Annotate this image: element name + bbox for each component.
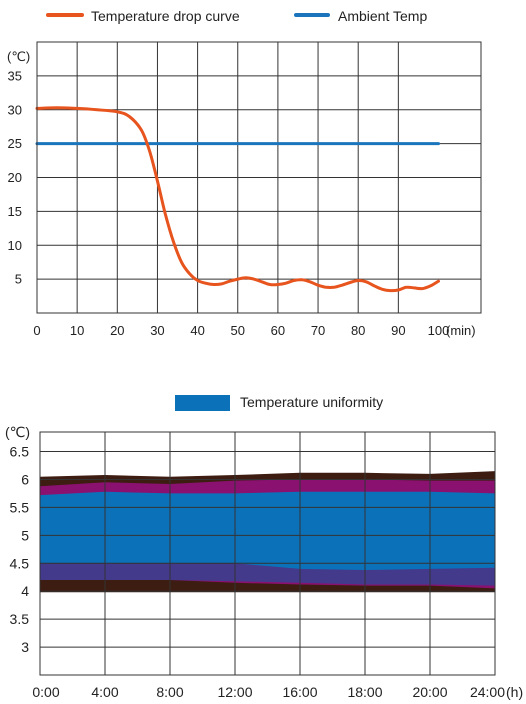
- chart1-x-unit: (min): [446, 323, 476, 338]
- chart1-x-tick-label: 60: [271, 323, 285, 338]
- chart2-grid: [40, 432, 495, 675]
- chart2-y-tick-label: 3.5: [10, 611, 30, 627]
- chart1-y-unit: (℃): [7, 49, 30, 64]
- chart2-legend-label: Temperature uniformity: [240, 394, 383, 410]
- chart2-legend: Temperature uniformity: [175, 394, 383, 411]
- chart1-y-tick-label: 25: [8, 136, 22, 151]
- chart1-x-tick-label: 100: [428, 323, 450, 338]
- chart1-x-tick-label: 70: [311, 323, 325, 338]
- chart2-y-tick-label: 6.5: [10, 444, 30, 460]
- uniformity-band: [40, 491, 495, 570]
- chart1-x-tick-label: 30: [150, 323, 164, 338]
- chart1: Temperature drop curve Ambient Temp (℃) …: [7, 8, 482, 338]
- chart1-y-tick-labels: 5 10 15 20 25 30 35: [8, 68, 22, 286]
- chart1-y-tick-label: 20: [8, 170, 22, 185]
- chart2-y-unit: (℃): [5, 424, 30, 440]
- chart1-y-tick-label: 15: [8, 204, 22, 219]
- chart1-x-tick-label: 50: [231, 323, 245, 338]
- chart2-x-tick-label: 12:00: [217, 684, 252, 700]
- chart1-y-tick-label: 30: [8, 102, 22, 117]
- chart1-x-tick-label: 40: [190, 323, 204, 338]
- chart1-legend-label-ambient: Ambient Temp: [338, 8, 427, 24]
- chart2-y-tick-labels: 3 3.5 4 4.5 5 5.5 6 6.5: [10, 444, 30, 656]
- chart1-x-tick-label: 80: [351, 323, 365, 338]
- chart2-x-unit: (h): [506, 684, 523, 700]
- chart2-y-tick-label: 4.5: [10, 555, 30, 571]
- chart2-y-tick-label: 6: [21, 471, 29, 487]
- chart2-x-tick-label: 4:00: [91, 684, 118, 700]
- chart2-x-tick-label: 8:00: [156, 684, 183, 700]
- chart1-x-tick-label: 0: [33, 323, 40, 338]
- chart2-plot-frame: [39, 431, 496, 676]
- chart1-legend-label-drop: Temperature drop curve: [91, 8, 240, 24]
- chart2-x-tick-labels: 0:00 4:00 8:00 12:00 16:00 18:00 20:00 24:00: [32, 684, 505, 700]
- chart2-x-tick-label: 0:00: [32, 684, 59, 700]
- chart1-grid: [37, 42, 481, 313]
- chart2: Temperature uniformity (℃) (h) 3 3.5 4 4.5 5…: [5, 394, 523, 700]
- chart1-x-tick-label: 10: [70, 323, 84, 338]
- chart1-y-tick-label: 5: [15, 272, 22, 287]
- chart2-x-tick-label: 20:00: [412, 684, 447, 700]
- chart2-y-tick-label: 5: [21, 527, 29, 543]
- chart1-legend: Temperature drop curve Ambient Temp: [46, 8, 427, 24]
- chart2-x-tick-label: 16:00: [282, 684, 317, 700]
- chart2-legend-swatch: [175, 395, 230, 411]
- chart1-y-tick-label: 35: [8, 68, 22, 83]
- chart1-y-tick-label: 10: [8, 238, 22, 253]
- chart2-bands: [40, 471, 495, 593]
- chart1-x-tick-label: 90: [391, 323, 405, 338]
- chart1-x-tick-label: 20: [110, 323, 124, 338]
- chart2-y-tick-label: 3: [21, 639, 29, 655]
- chart2-y-tick-label: 5.5: [10, 499, 30, 515]
- chart2-x-tick-label: 24:00: [470, 684, 505, 700]
- chart1-plot-frame: [36, 41, 482, 314]
- chart2-y-tick-label: 4: [21, 583, 29, 599]
- chart2-x-tick-label: 18:00: [347, 684, 382, 700]
- chart1-x-tick-labels: 0 10 20 30 40 50 60 70 80 90 100: [33, 323, 449, 338]
- temperature-drop-line: [35, 106, 440, 293]
